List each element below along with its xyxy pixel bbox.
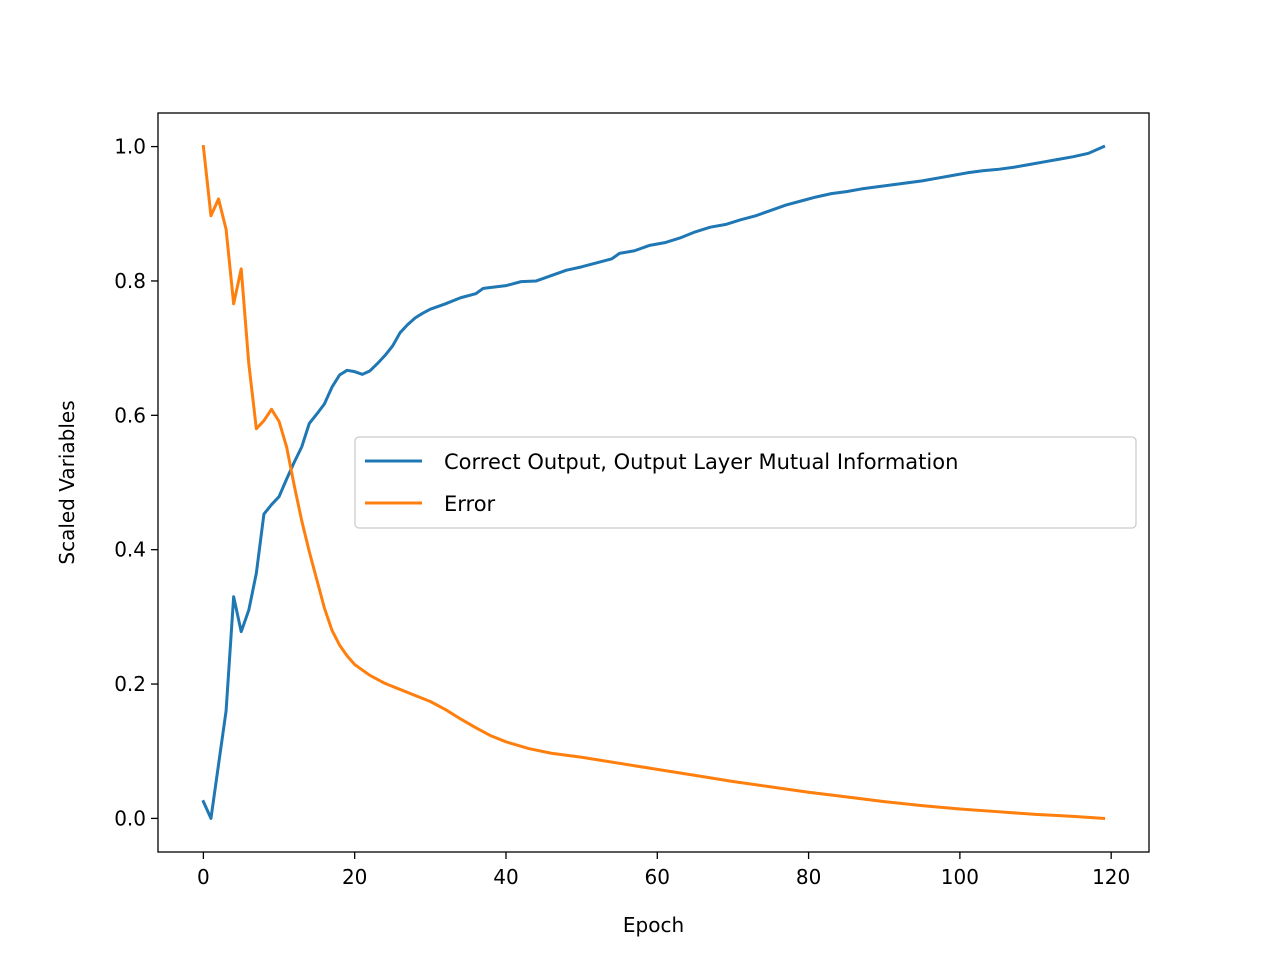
x-tick-label: 60 — [645, 865, 670, 889]
x-tick-label: 20 — [342, 865, 367, 889]
x-tick-label: 80 — [796, 865, 821, 889]
x-tick-label: 120 — [1092, 865, 1130, 889]
series-line-correct-output — [201, 144, 1106, 820]
y-tick-label: 0.2 — [114, 672, 146, 696]
x-tick-label: 40 — [493, 865, 518, 889]
y-tick-label: 0.6 — [114, 403, 146, 427]
y-axis-label: Scaled Variables — [55, 400, 79, 564]
x-tick-label: 100 — [941, 865, 979, 889]
legend-box — [354, 436, 1137, 529]
plot-area — [201, 144, 1106, 821]
x-tick-label: 0 — [197, 865, 210, 889]
series-line-error — [201, 144, 1106, 821]
legend-label-error: Error — [444, 492, 496, 516]
x-axis-label: Epoch — [623, 913, 684, 937]
y-tick-label: 1.0 — [114, 135, 146, 159]
y-tick-label: 0.8 — [114, 269, 146, 293]
legend: Correct Output, Output Layer Mutual Info… — [354, 436, 1137, 529]
y-axis-ticks: 0.0 0.2 0.4 0.6 0.8 1.0 — [114, 135, 158, 830]
x-axis-ticks: 0 20 40 60 80 100 120 — [197, 852, 1130, 889]
y-tick-label: 0.0 — [114, 806, 146, 830]
axes-frame — [157, 112, 1150, 853]
legend-label-correct-output: Correct Output, Output Layer Mutual Info… — [444, 450, 958, 474]
y-tick-label: 0.4 — [114, 538, 146, 562]
